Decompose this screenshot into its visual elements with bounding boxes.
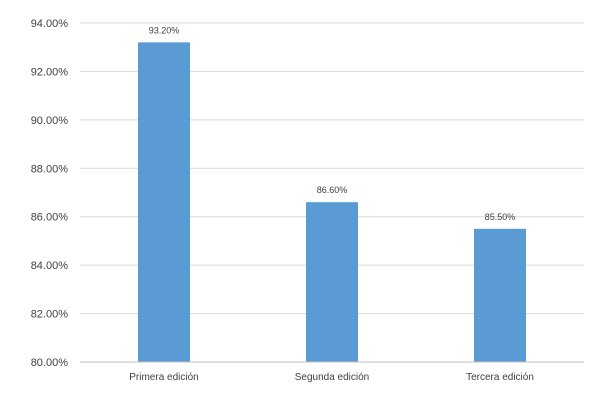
y-tick-label: 82.00% bbox=[31, 309, 69, 321]
data-label: 85.50% bbox=[485, 212, 516, 222]
y-tick-labels: 80.00% 82.00% 84.00% 86.00% 88.00% 90.00% 92.0… bbox=[31, 18, 69, 369]
y-tick-label: 90.00% bbox=[31, 115, 69, 127]
data-label: 86.60% bbox=[317, 185, 348, 195]
bar bbox=[138, 42, 190, 362]
x-tick-label: Segunda edición bbox=[295, 372, 370, 383]
y-tick-label: 88.00% bbox=[31, 163, 69, 175]
y-tick-label: 80.00% bbox=[31, 357, 69, 369]
bar bbox=[474, 228, 526, 362]
data-label: 93.20% bbox=[149, 25, 180, 35]
bars bbox=[138, 42, 526, 362]
y-tick-label: 84.00% bbox=[31, 260, 69, 272]
x-tick-labels: Primera edición Segunda edición Tercera ed… bbox=[129, 372, 534, 383]
y-tick-label: 92.00% bbox=[31, 66, 69, 78]
y-tick-label: 94.00% bbox=[31, 18, 69, 30]
data-labels: 93.20% 86.60% 85.50% bbox=[149, 25, 516, 221]
bar bbox=[306, 202, 358, 362]
x-tick-label: Tercera edición bbox=[466, 372, 534, 383]
x-tick-label: Primera edición bbox=[129, 372, 198, 383]
y-tick-label: 86.00% bbox=[31, 212, 69, 224]
